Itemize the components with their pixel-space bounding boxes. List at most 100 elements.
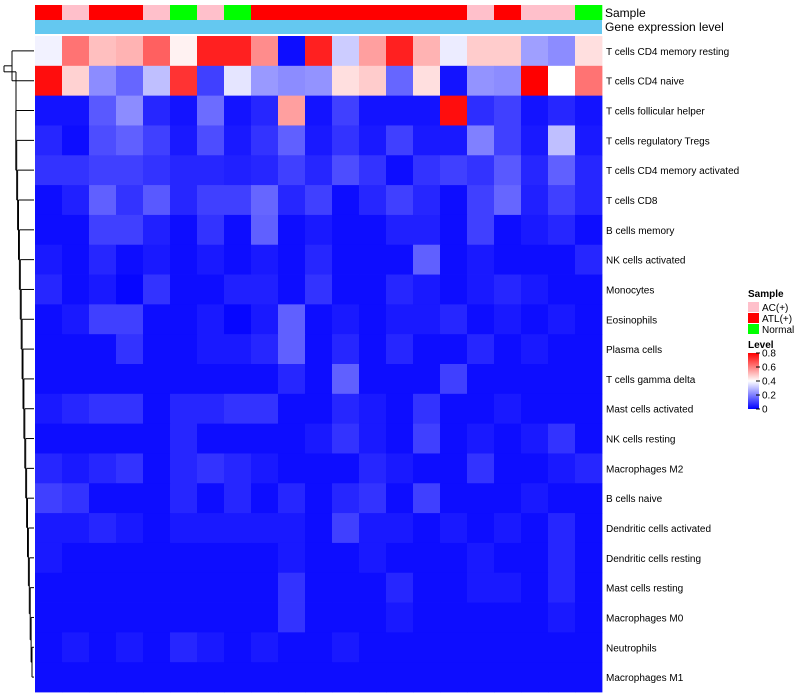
sample-cell xyxy=(197,5,225,20)
heatmap-cell xyxy=(386,542,414,574)
row-label: NK cells resting xyxy=(606,435,675,446)
heatmap-cell xyxy=(116,95,144,126)
heatmap-cell xyxy=(386,393,414,425)
heatmap-cell xyxy=(386,95,414,126)
heatmap-cell xyxy=(521,36,549,67)
heatmap-cell xyxy=(575,214,603,246)
heatmap-cell xyxy=(251,214,279,246)
heatmap-cell xyxy=(494,95,522,126)
heatmap-cell xyxy=(575,483,603,514)
heatmap-cell xyxy=(386,453,414,484)
heatmap-cell xyxy=(305,334,333,365)
heatmap-cell xyxy=(575,274,603,305)
heatmap-cell xyxy=(575,453,603,484)
level-legend-tick-label: 0.6 xyxy=(762,363,776,374)
heatmap-cell xyxy=(116,244,144,275)
heatmap-cell xyxy=(332,364,360,395)
heatmap-cell xyxy=(332,513,360,544)
heatmap-cell xyxy=(278,304,306,335)
heatmap-cell xyxy=(548,95,576,126)
heatmap-cell xyxy=(197,364,225,395)
heatmap-cell xyxy=(413,513,441,544)
heatmap-cell xyxy=(116,632,144,663)
heatmap-cell xyxy=(170,632,198,663)
heatmap-cell xyxy=(305,364,333,395)
heatmap-cell xyxy=(62,602,90,633)
heatmap-cell xyxy=(197,453,225,484)
heatmap-cell xyxy=(413,662,441,693)
heatmap-cell xyxy=(305,65,333,97)
heatmap-cell xyxy=(305,95,333,126)
heatmap-cell xyxy=(143,364,171,395)
heatmap-cell xyxy=(305,453,333,484)
heatmap-cell xyxy=(332,274,360,305)
heatmap-cell xyxy=(35,572,63,603)
heatmap-cell xyxy=(467,125,495,156)
heatmap-cell xyxy=(116,483,144,514)
heatmap-cell xyxy=(170,542,198,574)
heatmap-cell xyxy=(224,542,252,574)
heatmap-cell xyxy=(278,632,306,663)
heatmap-cell xyxy=(548,364,576,395)
heatmap-cell xyxy=(197,244,225,275)
heatmap-cell xyxy=(143,95,171,126)
heatmap-cell xyxy=(224,185,252,216)
sample-cell xyxy=(62,5,90,20)
heatmap-cell xyxy=(251,662,279,693)
heatmap-cell xyxy=(278,542,306,574)
heatmap-cell xyxy=(521,95,549,126)
row-dendrogram xyxy=(3,50,34,678)
heatmap-cell xyxy=(197,95,225,126)
heatmap-cell xyxy=(35,65,63,97)
heatmap-cell xyxy=(278,36,306,67)
heatmap-cell xyxy=(251,125,279,156)
heatmap-cell xyxy=(521,572,549,603)
heatmap-cell xyxy=(386,274,414,305)
sample-legend-swatch xyxy=(748,324,759,334)
heatmap-cell xyxy=(494,483,522,514)
heatmap-cell xyxy=(251,364,279,395)
heatmap-cell xyxy=(143,393,171,425)
heatmap-cell xyxy=(440,483,468,514)
row-label: Dendritic cells resting xyxy=(606,554,701,565)
heatmap-cell xyxy=(35,483,63,514)
heatmap-cell xyxy=(224,36,252,67)
heatmap-cell xyxy=(575,542,603,574)
heatmap-cell xyxy=(197,36,225,67)
heatmap-cell xyxy=(62,483,90,514)
heatmap-cell xyxy=(467,453,495,484)
heatmap-cell xyxy=(278,423,306,454)
sample-annotation-track xyxy=(35,5,603,20)
sample-legend-label: Normal xyxy=(762,325,794,336)
expression-level-track xyxy=(35,20,602,34)
heatmap-cell xyxy=(116,542,144,574)
heatmap-cell xyxy=(197,393,225,425)
row-label: T cells follicular helper xyxy=(606,107,705,118)
heatmap-cell xyxy=(467,95,495,126)
heatmap-cell xyxy=(170,423,198,454)
heatmap-cell xyxy=(278,483,306,514)
heatmap-cell xyxy=(224,632,252,663)
level-legend-tick-label: 0.4 xyxy=(762,377,776,388)
heatmap-cell xyxy=(116,364,144,395)
sample-cell xyxy=(359,5,387,20)
heatmap-cell xyxy=(224,364,252,395)
heatmap-cell xyxy=(62,304,90,335)
heatmap-cell xyxy=(116,155,144,186)
heatmap-cell xyxy=(548,155,576,186)
heatmap-cell xyxy=(521,304,549,335)
heatmap-cell xyxy=(35,662,63,693)
heatmap-cell xyxy=(89,423,117,454)
heatmap-cell xyxy=(386,36,414,67)
heatmap-cell xyxy=(440,274,468,305)
heatmap-cell xyxy=(548,423,576,454)
heatmap-cell xyxy=(332,36,360,67)
sample-cell xyxy=(440,5,468,20)
heatmap-cell xyxy=(332,662,360,693)
level-track-label: Gene expression level xyxy=(605,20,724,34)
heatmap-cell xyxy=(143,662,171,693)
heatmap-cell xyxy=(413,274,441,305)
heatmap-cell xyxy=(521,364,549,395)
heatmap-cell xyxy=(386,513,414,544)
heatmap-cell xyxy=(548,483,576,514)
